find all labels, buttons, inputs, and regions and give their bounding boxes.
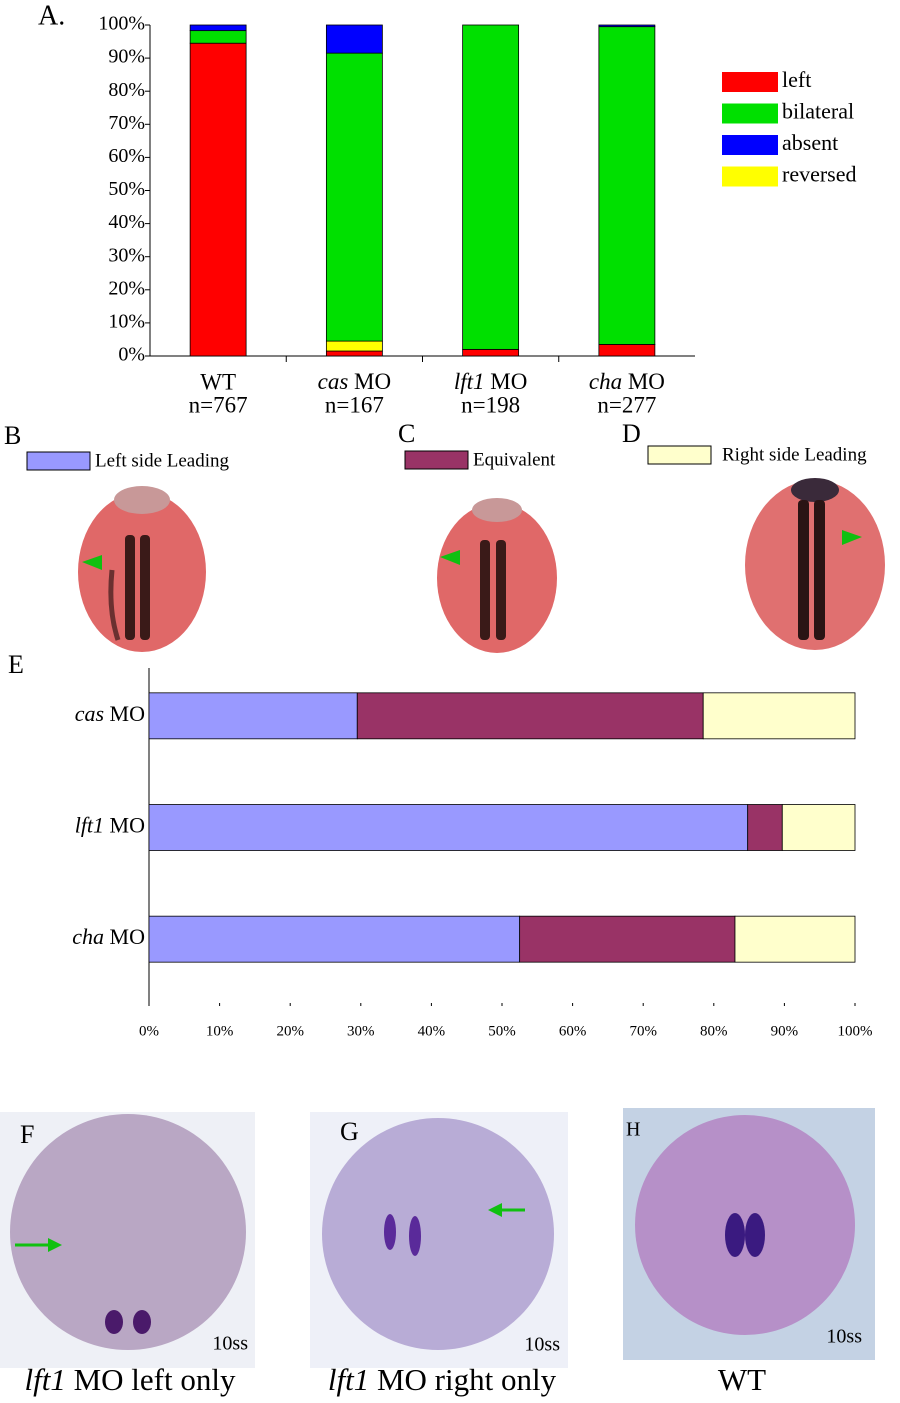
x-tick-label: 0%: [139, 1023, 159, 1039]
sample-size-label: n=198: [461, 392, 520, 417]
photo-caption: lft1 MO right only: [328, 1362, 557, 1397]
stage-label: 10ss: [826, 1326, 862, 1348]
y-tick-label: 0%: [118, 344, 145, 366]
x-tick-label: 90%: [771, 1023, 799, 1039]
embryo-photos: [78, 478, 885, 653]
bar-segment: [189, 42, 247, 357]
x-tick-label: 60%: [559, 1023, 587, 1039]
x-tick-label: 10%: [206, 1023, 234, 1039]
stage-label: 10ss: [524, 1334, 560, 1356]
legend-swatch: [722, 72, 778, 92]
legend-swatch: [26, 451, 91, 471]
bar-segment: [189, 30, 247, 44]
x-tick-label: 100%: [838, 1023, 873, 1039]
legend-swatch: [722, 166, 778, 187]
y-tick-label: 30%: [108, 244, 145, 266]
bar-segment: [356, 692, 704, 740]
sample-size-label: n=767: [189, 392, 248, 417]
x-tick-label: lft1 MO: [454, 369, 527, 394]
bar-segment: [325, 350, 383, 357]
x-tick-label: 40%: [418, 1023, 446, 1039]
y-tick-label: 10%: [108, 310, 145, 332]
panel-label: A.: [38, 0, 65, 31]
y-tick-label: 70%: [108, 112, 145, 134]
bar-segment: [598, 26, 656, 345]
panel-label: F: [20, 1120, 34, 1149]
sample-size-label: n=167: [325, 392, 384, 417]
y-tick-label: 100%: [98, 13, 145, 35]
panel-label: G: [340, 1117, 359, 1146]
x-tick-label: cas MO: [318, 369, 391, 394]
bar-segment: [148, 804, 749, 851]
bar-segment: [148, 915, 521, 963]
bar-segment: [702, 692, 856, 740]
legend-swatch: [647, 445, 712, 465]
bar-segment: [148, 692, 358, 740]
bar-segment: [325, 52, 383, 342]
photo-caption: WT: [718, 1362, 766, 1397]
bar-segment: [325, 24, 383, 54]
legend-swatch: [722, 103, 778, 124]
panel-label: D: [622, 419, 641, 448]
legend-label: reversed: [782, 162, 857, 187]
panel-label: B: [4, 421, 21, 450]
x-tick-label: 80%: [700, 1023, 728, 1039]
y-tick-label: cha MO: [72, 924, 145, 949]
panel-label: C: [398, 419, 415, 448]
bar-segment: [781, 804, 856, 851]
y-tick-label: 80%: [108, 79, 145, 101]
x-tick-label: 50%: [488, 1023, 516, 1039]
bar-segment: [734, 915, 856, 963]
y-tick-label: cas MO: [75, 701, 145, 726]
bar-segment: [519, 915, 736, 963]
bar-segment: [462, 348, 520, 357]
y-tick-label: 50%: [108, 178, 145, 200]
x-tick-label: 20%: [276, 1023, 304, 1039]
in-situ-photos: [0, 1108, 875, 1368]
legend-label: Left side Leading: [95, 450, 230, 471]
x-tick-label: 70%: [629, 1023, 657, 1039]
legend-label: Right side Leading: [722, 444, 867, 465]
bar-segment: [598, 344, 656, 357]
y-tick-label: 90%: [108, 46, 145, 68]
stage-label: 10ss: [212, 1333, 248, 1355]
sample-size-label: n=277: [597, 392, 656, 417]
bar-segment: [598, 24, 656, 28]
legend-swatch: [722, 135, 778, 155]
x-tick-label: cha MO: [589, 369, 665, 394]
panel-label: H: [626, 1119, 640, 1141]
bar-segment: [189, 24, 247, 32]
panel-label: E: [8, 650, 24, 679]
legend-label: left: [782, 67, 811, 92]
legend-label: Equivalent: [473, 449, 556, 470]
y-tick-label: 60%: [108, 145, 145, 167]
photo-caption: lft1 MO left only: [25, 1362, 236, 1397]
bar-segment: [747, 804, 783, 851]
legend-label: bilateral: [782, 99, 854, 124]
x-tick-label: WT: [200, 369, 236, 394]
legend-swatch: [404, 450, 469, 470]
x-tick-label: 30%: [347, 1023, 375, 1039]
y-tick-label: 40%: [108, 211, 145, 233]
legend-label: absent: [782, 130, 838, 155]
y-tick-label: lft1 MO: [75, 813, 145, 838]
y-tick-label: 20%: [108, 277, 145, 299]
bar-segment: [325, 340, 383, 352]
bar-segment: [462, 24, 520, 350]
